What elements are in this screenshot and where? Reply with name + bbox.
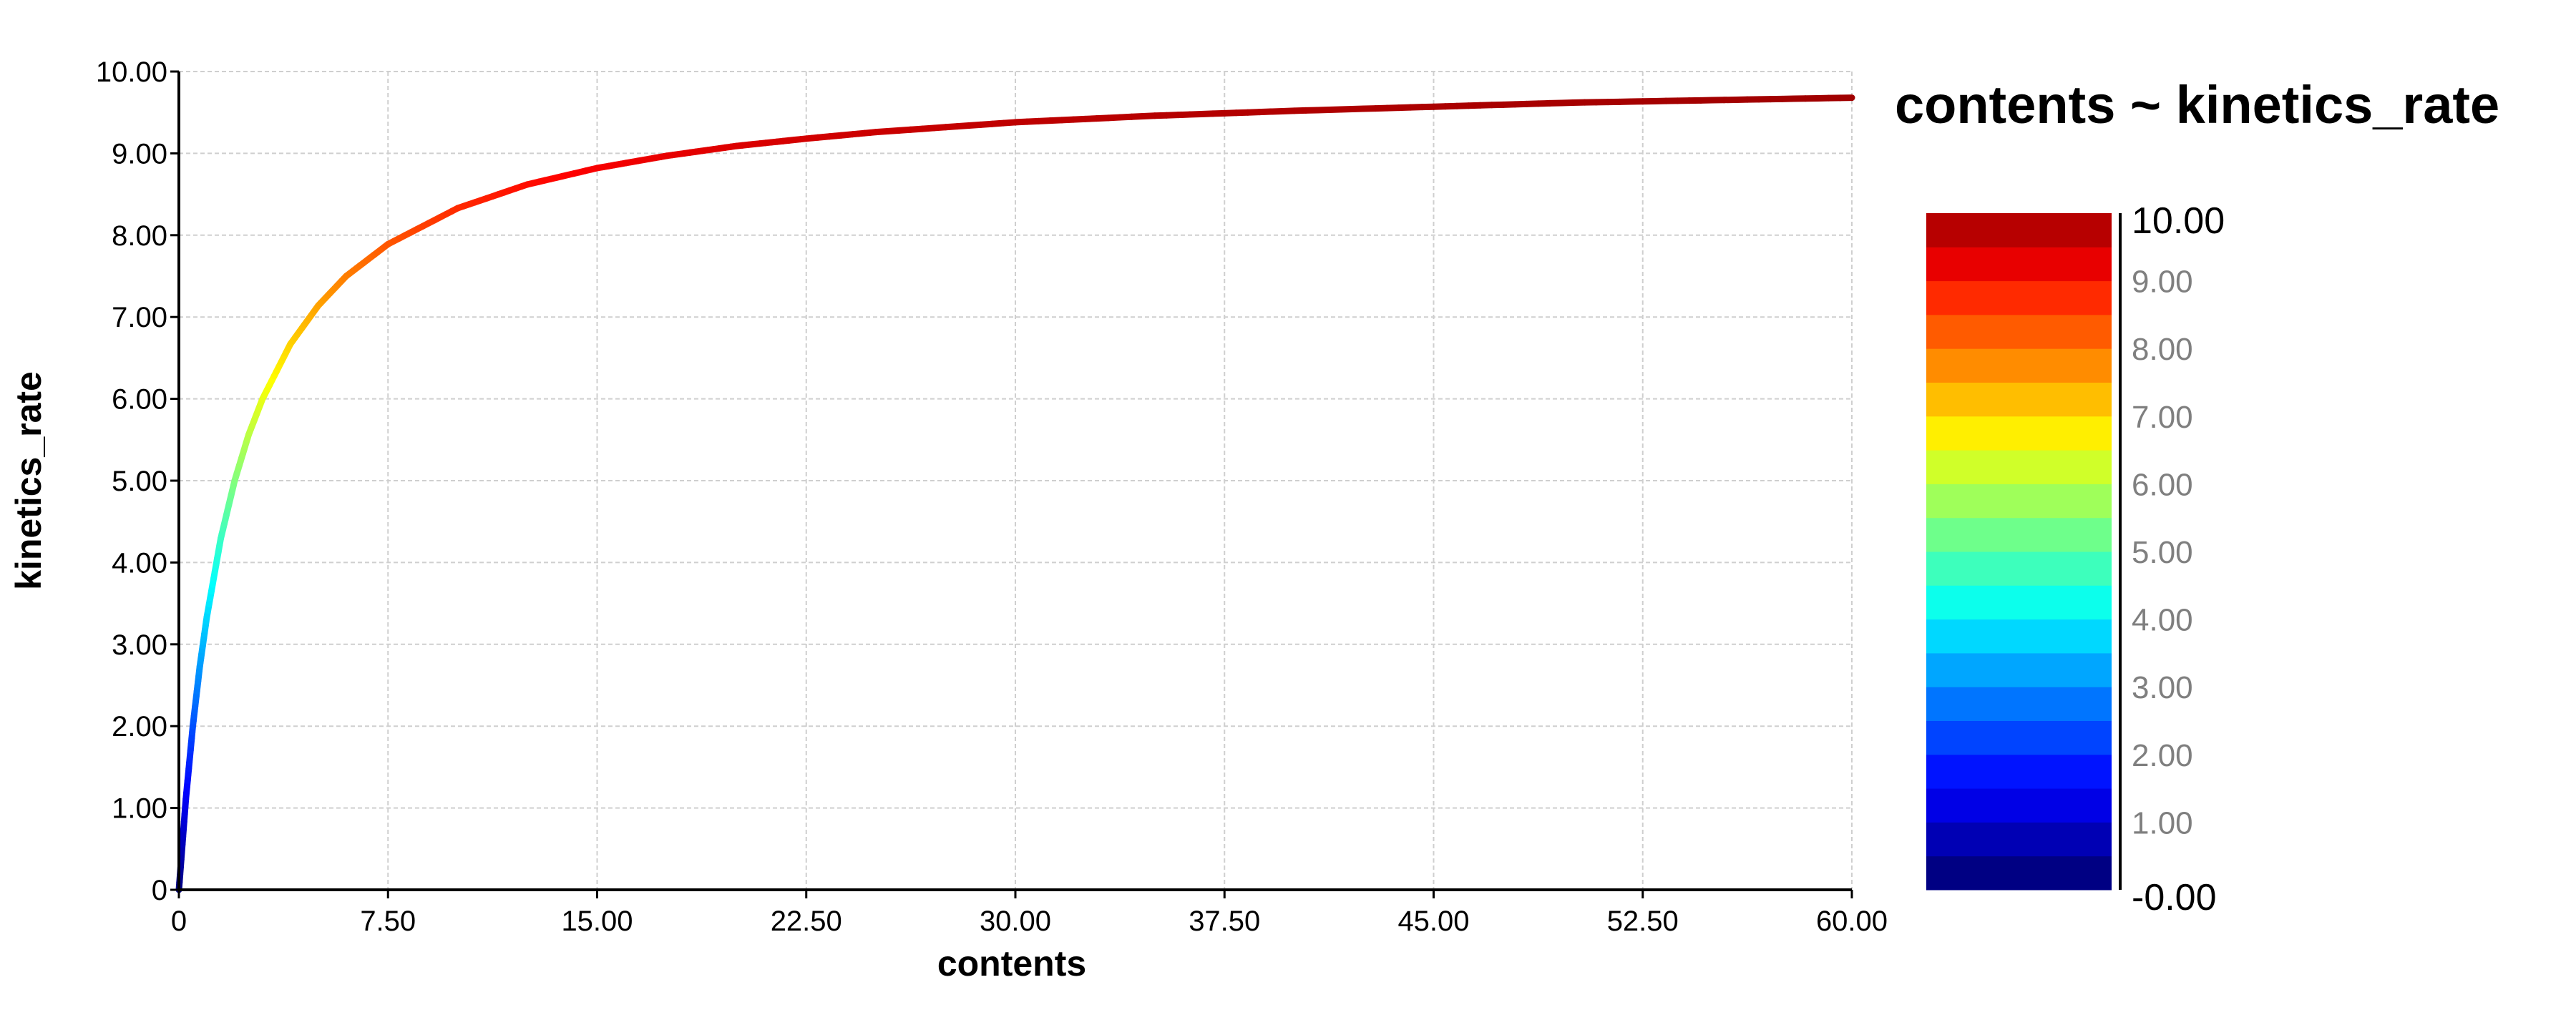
y-tick-label: 6.00: [112, 384, 167, 416]
x-tick-label: 37.50: [1189, 906, 1260, 937]
colorbar-segment: [1926, 382, 2112, 417]
colorbar-segment: [1926, 754, 2112, 789]
colorbar-label: 1.00: [2132, 805, 2193, 840]
x-tick-label: 30.00: [980, 906, 1051, 937]
colorbar-label: 7.00: [2132, 400, 2193, 435]
y-tick-label: 9.00: [112, 138, 167, 170]
x-tick-label: 52.50: [1607, 906, 1679, 937]
x-axis-title: contents: [937, 943, 1086, 984]
colorbar-segment: [1926, 280, 2112, 315]
colorbar-segment: [1926, 517, 2112, 552]
series-group: [175, 94, 1855, 893]
colorbar-label: 4.00: [2132, 603, 2193, 638]
grid: [179, 71, 1853, 890]
chart-title: contents ~ kinetics_rate: [1895, 75, 2499, 134]
colorbar-label: 9.00: [2132, 265, 2193, 300]
colorbar-label: 5.00: [2132, 535, 2193, 570]
colorbar-segment: [1926, 720, 2112, 755]
x-tick-label: 45.00: [1397, 906, 1469, 937]
y-tick-label: 7.00: [112, 302, 167, 333]
colorbar-segment: [1926, 788, 2112, 823]
colorbar-segment: [1926, 585, 2112, 620]
colorbar-segment: [1926, 450, 2112, 484]
colorbar-segment: [1926, 247, 2112, 282]
y-tick-label: 3.00: [112, 629, 167, 661]
y-tick-label: 5.00: [112, 466, 167, 497]
colorbar-segment: [1926, 855, 2112, 891]
colorbar-label: 6.00: [2132, 467, 2193, 502]
colorbar-label: 8.00: [2132, 332, 2193, 367]
colorbar-segment: [1926, 687, 2112, 721]
colorbar-segment: [1926, 314, 2112, 349]
y-tick-label: 0: [152, 875, 167, 906]
colorbar-segment: [1926, 348, 2112, 383]
y-axis-title: kinetics_rate: [9, 371, 49, 590]
colorbar-label: 10.00: [2132, 200, 2225, 242]
y-tick-label: 4.00: [112, 547, 167, 579]
colorbar-segment: [1926, 822, 2112, 857]
x-tick-label: 22.50: [771, 906, 842, 937]
colorbar: 10.00 9.00 8.00 7.00 6.00 5.00 4.00 3.00 2.00 1.0…: [1926, 200, 2225, 918]
colorbar-segment: [1926, 551, 2112, 586]
x-ticks: 0 7.50 15.00 22.50 30.00 37.50 45.00 52.50 60.00: [171, 890, 1888, 937]
colorbar-label: 3.00: [2132, 670, 2193, 705]
y-tick-label: 10.00: [96, 57, 167, 88]
y-ticks: 0 1.00 2.00 3.00 4.00 5.00 6.00 7.00 8.00 9.00 10.…: [96, 57, 179, 906]
x-tick-label: 0: [171, 906, 187, 937]
colorbar-segment: [1926, 416, 2112, 451]
y-tick-label: 8.00: [112, 220, 167, 252]
colorbar-segment: [1926, 619, 2112, 654]
y-tick-label: 2.00: [112, 711, 167, 742]
colorbar-label: -0.00: [2132, 877, 2217, 918]
y-tick-label: 1.00: [112, 793, 167, 825]
x-tick-label: 15.00: [561, 906, 633, 937]
colorbar-label: 2.00: [2132, 738, 2193, 773]
colorbar-segment: [1926, 213, 2112, 247]
colorbar-segment: [1926, 484, 2112, 519]
colorbar-segment: [1926, 652, 2112, 687]
x-tick-label: 7.50: [360, 906, 416, 937]
x-tick-label: 60.00: [1816, 906, 1888, 937]
